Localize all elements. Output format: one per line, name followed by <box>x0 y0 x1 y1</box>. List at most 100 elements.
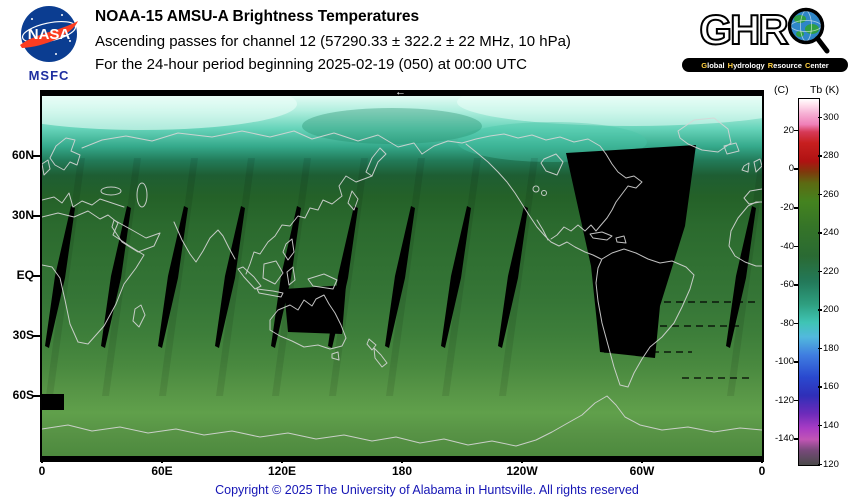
colorbar-label-kelvin: 280 <box>823 150 839 162</box>
coast-siberia <box>81 130 423 155</box>
colorbar: (C) Tb (K) 300 280 260 240 220 200 180 160 140 12… <box>770 84 854 484</box>
ghrc-tagline-word: Hydrology <box>727 60 765 70</box>
colorbar-tick-kelvin <box>818 116 822 119</box>
coast-ireland-wrap <box>741 162 750 173</box>
coast-java <box>256 288 284 298</box>
lat-axis-tick <box>33 395 40 397</box>
coast-southamerica <box>595 248 695 388</box>
header-titles: NOAA-15 AMSU-A Brightness Temperatures A… <box>95 8 655 79</box>
ghrc-tagline-word: Global <box>701 60 725 70</box>
swath-gap <box>441 206 471 348</box>
lat-axis-tick <box>33 155 40 157</box>
colorbar-tick-celsius <box>794 168 798 170</box>
coast-japan <box>347 190 359 211</box>
lon-axis-label: 180 <box>391 464 413 478</box>
nasa-meatball-icon: NASA <box>20 6 78 62</box>
swath-gap-faint <box>727 158 766 396</box>
colorbar-label-kelvin: 260 <box>823 188 839 200</box>
swath-gap <box>158 206 188 348</box>
ghrc-letters-text: GHR <box>698 6 789 53</box>
colorbar-tick-kelvin <box>818 386 822 388</box>
coast-greatlake <box>532 185 540 193</box>
colorbar-label-celsius: -120 <box>774 394 794 406</box>
coast-uk <box>41 159 51 176</box>
colorbar-tick-kelvin <box>818 309 822 311</box>
lon-axis-label: 60W <box>629 464 655 478</box>
colorbar-tick-celsius <box>794 245 798 248</box>
swath-gap <box>45 206 75 348</box>
colorbar-label-kelvin: 140 <box>823 419 839 431</box>
coast-philippines <box>282 238 295 261</box>
brightness-temperature-map <box>0 78 807 456</box>
colorbar-tick-celsius <box>794 284 798 286</box>
coast-iceland <box>723 142 740 155</box>
lat-axis-tick <box>33 335 40 337</box>
msfc-label: MSFC <box>28 68 70 83</box>
ghrc-letters: GHR <box>682 4 848 56</box>
swath-gap-blob <box>42 394 64 410</box>
colorbar-tick-celsius <box>794 129 798 132</box>
subtitle-channel: Ascending passes for channel 12 (57290.3… <box>95 33 571 50</box>
lat-axis-tick <box>33 275 40 277</box>
colorbar-tick-kelvin <box>818 424 822 427</box>
coast-antarctica <box>41 395 763 447</box>
swath-gap <box>215 206 245 348</box>
coast-hispaniola <box>615 235 627 244</box>
colorbar-label-celsius: 20 <box>783 124 794 136</box>
lat-axis-label: 30N <box>11 208 34 222</box>
coast-tasmania <box>331 351 340 361</box>
lat-axis-label: 60N <box>11 148 34 162</box>
colorbar-label-kelvin: 200 <box>823 304 839 316</box>
coastlines <box>41 117 763 447</box>
orbit-direction-arrow: ← <box>395 86 406 98</box>
lat-axis-label: 60S <box>12 388 34 402</box>
coast-newzealand <box>366 338 388 368</box>
swath-gap-faint <box>329 158 368 396</box>
footer-copyright: Copyright © 2025 The University of Alaba… <box>215 483 639 497</box>
colorbar-tick-kelvin <box>818 270 822 273</box>
colorbar-tick-celsius <box>794 399 798 402</box>
coast-na-arctic <box>421 133 607 155</box>
page-title: NOAA-15 AMSU-A Brightness Temperatures <box>95 8 420 25</box>
colorbar-unit-celsius: (C) <box>774 84 789 96</box>
coast-baja <box>536 219 549 241</box>
coast-arabia <box>111 219 161 253</box>
map-frame: ← <box>0 78 807 462</box>
colorbar-tick-celsius <box>794 207 798 209</box>
colorbar-unit-kelvin: Tb (K) <box>810 84 840 96</box>
swath-gap <box>271 206 301 348</box>
lat-axis-tick <box>33 215 40 217</box>
colorbar-gradient <box>798 98 820 466</box>
swath-gap-faint <box>159 158 198 396</box>
lon-axis-label: 0 <box>38 464 46 478</box>
colorbar-label-celsius: -60 <box>780 279 794 291</box>
ghrc-tagline: Global Hydrology Resource Center <box>682 58 848 72</box>
polar-dark-patch <box>302 108 482 144</box>
colorbar-tick-kelvin <box>818 347 822 350</box>
coast-eastasia <box>245 175 373 275</box>
ghrc-logo: GHR Global Hydrology Resource Center <box>682 4 848 72</box>
swath-gap-faint <box>499 158 538 396</box>
swath-gap <box>498 206 528 348</box>
swath-gap-faint <box>442 158 481 396</box>
subtitle-period: For the 24-hour period beginning 2025-02… <box>95 56 527 73</box>
coast-sulawesi <box>286 266 296 286</box>
colorbar-tick-celsius <box>794 361 798 363</box>
coast-borneo <box>262 260 284 285</box>
lat-axis-label: 30S <box>12 328 34 342</box>
swath-gap-faint <box>102 158 141 396</box>
ghrc-tagline-word: Center <box>804 60 829 70</box>
coast-cuba <box>589 231 613 241</box>
coast-kamchatka <box>365 147 387 177</box>
lat-axis-label: EQ <box>16 268 34 282</box>
swath-gap-faint <box>386 158 425 396</box>
swath-gap-patch <box>284 285 346 334</box>
colorbar-label-celsius: -20 <box>780 202 794 213</box>
colorbar-label-kelvin: 220 <box>823 265 839 277</box>
coast-madagascar <box>132 304 146 328</box>
svg-text:NASA: NASA <box>28 26 71 43</box>
colorbar-label-celsius: -140 <box>774 433 794 445</box>
coast-blacksea <box>100 186 122 196</box>
colorbar-label-kelvin: 160 <box>823 381 839 393</box>
